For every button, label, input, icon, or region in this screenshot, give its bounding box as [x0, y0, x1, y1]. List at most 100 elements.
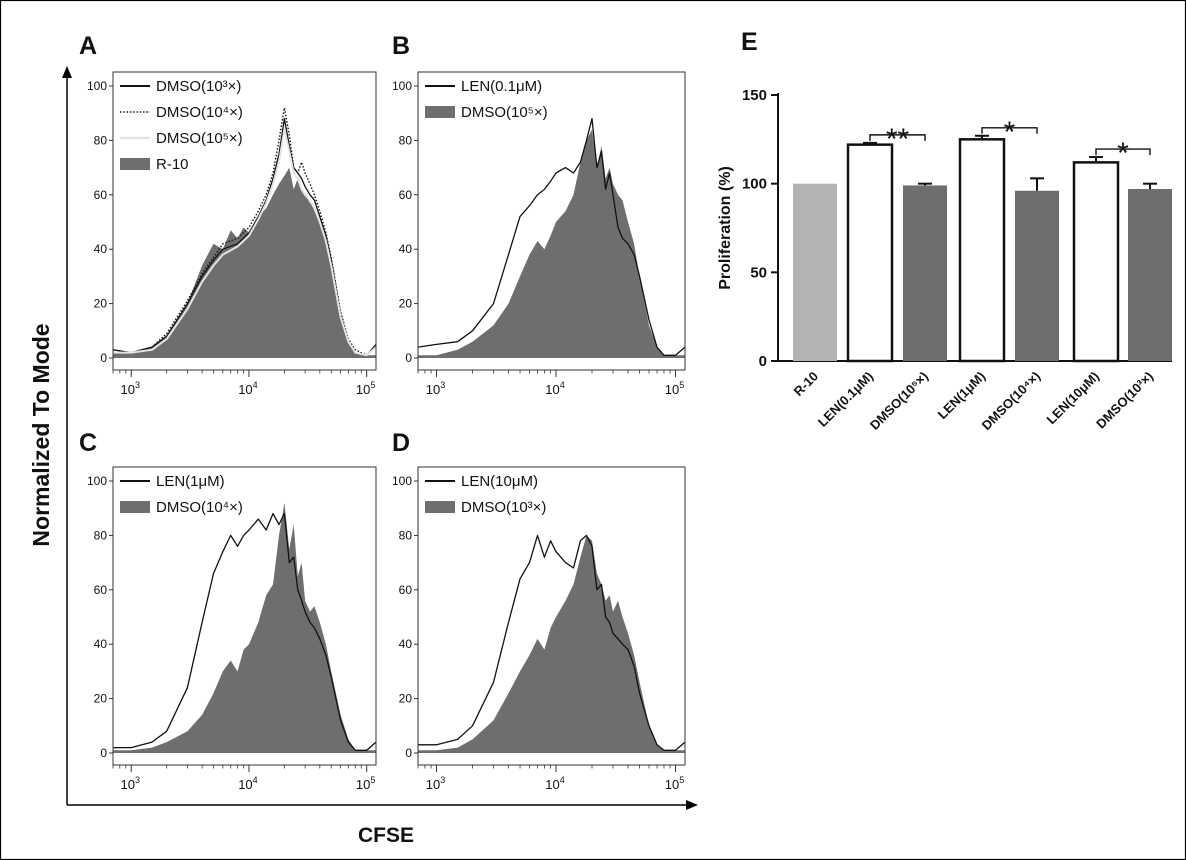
y-tick-label: 0 [405, 746, 412, 760]
x-tick-label: 104 [545, 380, 564, 397]
x-tick-label: 105 [356, 775, 375, 792]
bar [1015, 190, 1059, 361]
legend-label: DMSO(10⁵×) [461, 104, 548, 121]
x-tick-label: 104 [238, 380, 257, 397]
x-tick-base: 10 [665, 777, 679, 792]
histogram-line-0 [113, 512, 377, 751]
panel-label: C [79, 429, 97, 457]
x-tick-exponent: 3 [135, 380, 140, 390]
bar-category-label: LEN(10μM) [1043, 369, 1102, 428]
y-tick-label: 80 [94, 528, 108, 542]
x-tick-label: 103 [426, 380, 445, 397]
x-tick-exponent: 3 [440, 775, 445, 785]
x-tick-base: 10 [665, 382, 679, 397]
bar [1072, 161, 1120, 363]
significance-marker: ** [886, 123, 910, 156]
y-tick-label: 60 [94, 188, 108, 202]
legend-swatch [120, 158, 150, 170]
y-tick-label: 20 [94, 692, 108, 706]
panel-label: A [79, 32, 97, 60]
x-tick-exponent: 4 [253, 380, 258, 390]
histogram-line-0 [417, 117, 686, 356]
bar [958, 138, 1006, 363]
x-tick-base: 10 [356, 777, 370, 792]
significance-marker: * [1117, 137, 1129, 170]
panel-label: B [392, 32, 410, 60]
x-tick-label: 103 [120, 380, 139, 397]
x-tick-base: 10 [356, 382, 370, 397]
x-tick-base: 10 [238, 777, 252, 792]
y-tick-label: 40 [94, 637, 108, 651]
histogram-line-1 [113, 107, 377, 356]
y-tick-label: 60 [94, 583, 108, 597]
y-tick-label: 20 [399, 692, 413, 706]
bar-category-label: DMSO(10⁴×) [979, 369, 1043, 433]
histogram-line-2 [113, 128, 377, 357]
filled-histogram [113, 167, 376, 358]
legend-swatch [425, 106, 455, 118]
legend-label: LEN(1μM) [156, 473, 225, 490]
x-tick-label: 103 [426, 775, 445, 792]
plot-frame [112, 71, 377, 371]
x-tick-label: 104 [545, 775, 564, 792]
panel-label: E [741, 28, 758, 56]
x-tick-base: 10 [426, 382, 440, 397]
x-tick-base: 10 [545, 777, 559, 792]
y-tick-label: 40 [399, 637, 413, 651]
legend-swatch [120, 501, 150, 513]
y-tick-label: 0 [405, 351, 412, 365]
x-tick-exponent: 3 [135, 775, 140, 785]
x-tick-base: 10 [120, 382, 134, 397]
bar [793, 183, 837, 361]
histogram-line-0 [418, 534, 686, 751]
bar-y-tick-label: 0 [759, 353, 767, 370]
x-tick-base: 10 [238, 382, 252, 397]
significance-bracket [1095, 148, 1151, 156]
x-tick-exponent: 5 [370, 775, 375, 785]
x-tick-base: 10 [545, 382, 559, 397]
x-tick-exponent: 5 [679, 380, 684, 390]
x-tick-exponent: 3 [440, 380, 445, 390]
shared-x-axis-label: CFSE [358, 824, 414, 847]
shared-y-axis-label: Normalized To Mode [28, 323, 54, 546]
x-tick-exponent: 4 [560, 775, 565, 785]
x-tick-base: 10 [426, 777, 440, 792]
bar-y-tick-label: 150 [742, 87, 767, 104]
plot-frame [417, 71, 686, 371]
bar-y-tick-label: 100 [742, 176, 767, 193]
y-tick-label: 0 [100, 351, 107, 365]
legend-label: DMSO(10⁵×) [156, 130, 243, 147]
filled-histogram [418, 535, 685, 753]
panel-label: D [392, 429, 410, 457]
plot-frame [112, 466, 377, 766]
x-tick-exponent: 5 [679, 775, 684, 785]
bar [846, 143, 894, 363]
x-tick-label: 105 [665, 380, 684, 397]
shared-x-axis-arrow [686, 800, 698, 810]
x-tick-label: 104 [238, 775, 257, 792]
y-tick-label: 80 [399, 133, 413, 147]
shared-y-axis-arrow [62, 66, 72, 78]
y-tick-label: 80 [399, 528, 413, 542]
y-tick-label: 100 [392, 474, 412, 488]
bar [903, 185, 947, 361]
y-tick-label: 100 [392, 79, 412, 93]
y-tick-label: 0 [100, 746, 107, 760]
y-tick-label: 60 [399, 188, 413, 202]
bar-category-label: DMSO(10⁵×) [867, 369, 931, 433]
bar [1128, 188, 1172, 361]
legend-label: DMSO(10³×) [461, 499, 546, 516]
bar-category-label: LEN(0.1μM) [815, 369, 876, 430]
significance-bracket [869, 134, 926, 141]
bar-category-label: R-10 [791, 369, 822, 400]
plot-frame [417, 466, 686, 766]
significance-marker: * [1004, 116, 1016, 149]
filled-histogram [418, 129, 685, 358]
x-tick-label: 105 [665, 775, 684, 792]
y-tick-label: 100 [87, 474, 107, 488]
